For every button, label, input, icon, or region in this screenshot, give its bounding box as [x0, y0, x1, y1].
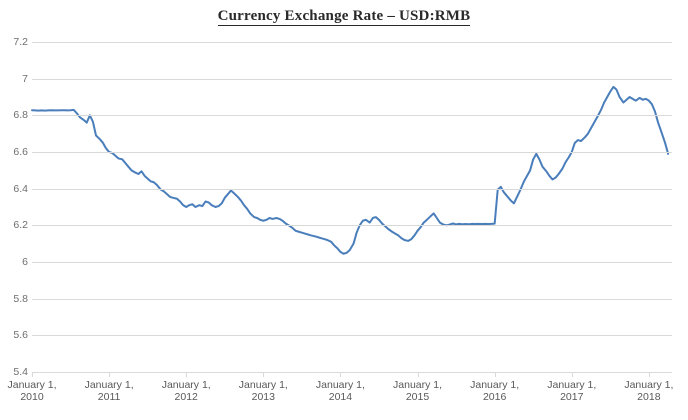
x-axis-tick [571, 372, 573, 377]
series-line-chart [31, 85, 670, 255]
x-axis-tick-label-date: January 1, [624, 379, 674, 391]
x-axis-tick [494, 372, 496, 377]
y-axis-tick-label: 7 [22, 72, 28, 85]
y-axis-tick-label: 7.2 [13, 36, 28, 48]
gridline [32, 262, 672, 263]
x-axis-tick-label: January 1, 2013 [223, 379, 303, 403]
x-axis-tick-label-year: 2013 [251, 391, 275, 403]
x-axis-tick-label-date: January 1, [393, 379, 443, 391]
x-axis-tick [186, 372, 188, 377]
x-axis-tick-label-year: 2010 [20, 391, 44, 403]
x-axis-tick-label: January 1, 2011 [69, 379, 149, 403]
x-axis-tick-label: January 1, 2018 [609, 379, 688, 403]
gridline [32, 42, 672, 43]
x-axis-tick-label: January 1, 2014 [300, 379, 380, 403]
gridline [32, 115, 672, 117]
y-axis-tick-label: 5.8 [13, 292, 28, 305]
gridline [32, 152, 672, 153]
x-axis-tick-label-year: 2018 [637, 391, 661, 403]
y-axis-tick-label: 6.2 [13, 219, 28, 232]
x-axis-tick-label-year: 2015 [405, 391, 430, 403]
x-axis-tick-label: January 1, 2015 [378, 379, 458, 403]
x-axis-tick-label: January 1, 2012 [146, 379, 226, 403]
plot-right-mask [672, 42, 673, 373]
y-axis-tick-label: 5.6 [13, 329, 28, 342]
gridline [32, 188, 672, 190]
x-axis-tick-label-date: January 1, [161, 379, 211, 391]
x-axis-tick [32, 372, 33, 377]
x-axis-tick-label-date: January 1, [84, 379, 134, 391]
gridline [32, 335, 672, 337]
y-axis-tick-label: 6.6 [13, 146, 28, 158]
x-axis-tick-label-year: 2016 [482, 391, 507, 403]
gridline [32, 298, 672, 300]
x-axis-tick-label-date: January 1, [470, 379, 520, 391]
x-axis-tick-label-date: January 1, [238, 379, 288, 391]
x-axis-tick-label-date: January 1, [315, 379, 365, 391]
gridline [32, 225, 672, 227]
x-axis-tick [263, 372, 265, 377]
y-axis-tick-label: 6 [22, 256, 28, 268]
x-axis-tick-label-year: 2012 [174, 391, 198, 403]
y-axis-tick-label: 6.4 [13, 182, 28, 195]
x-axis-tick [109, 372, 111, 377]
series-usd-rmb-line [31, 85, 670, 255]
x-axis-line [32, 372, 672, 373]
y-axis-tick-label: 5.4 [13, 366, 28, 378]
chart-title: Currency Exchange Rate – USD:RMB [0, 8, 688, 26]
x-axis-tick-label: January 1, 2016 [455, 379, 535, 403]
chart-title-text: Currency Exchange Rate – USD:RMB [217, 8, 471, 26]
x-axis-tick-label-year: 2014 [328, 391, 353, 403]
y-axis: 7.2 7 6.8 6.6 6.4 6.2 6 5.8 5.6 5.4 [0, 37, 28, 378]
x-axis-tick-label-date: January 1, [7, 379, 57, 391]
x-axis-tick-label-year: 2017 [560, 391, 584, 403]
y-axis-tick-label: 6.8 [13, 109, 28, 122]
x-axis-tick-label: January 1, 2017 [532, 379, 612, 403]
x-axis-tick-label: January 1, 2010 [0, 379, 72, 403]
plot-area [31, 42, 672, 373]
gridline [32, 78, 672, 80]
x-axis-tick [648, 372, 650, 377]
x-axis-tick [417, 372, 419, 377]
x-axis-tick-label-year: 2011 [97, 391, 121, 403]
x-axis-tick [340, 372, 342, 377]
x-axis-tick-label-date: January 1, [547, 379, 597, 391]
